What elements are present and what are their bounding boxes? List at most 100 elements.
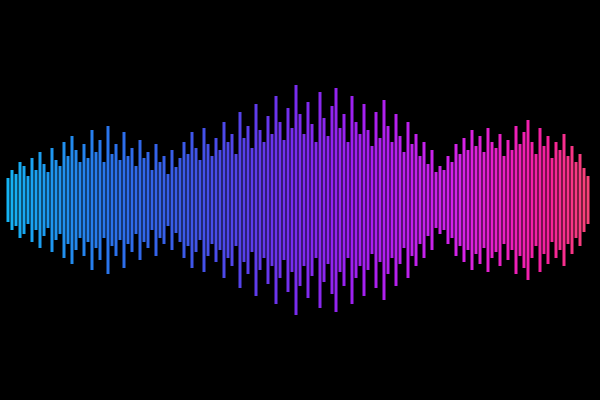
- waveform-bar: [546, 136, 550, 264]
- waveform-bar: [370, 146, 374, 254]
- waveform-bar: [138, 140, 142, 260]
- waveform-bar: [82, 144, 86, 256]
- waveform-bar: [166, 174, 170, 226]
- waveform-bar: [414, 134, 418, 266]
- waveform-bar: [318, 92, 322, 308]
- waveform-bar: [354, 122, 358, 278]
- waveform-bar: [326, 136, 330, 264]
- waveform-bar: [174, 167, 178, 233]
- waveform-bar: [210, 156, 214, 244]
- waveform-bar: [94, 152, 98, 248]
- waveform-bar: [486, 128, 490, 272]
- waveform-bar: [142, 158, 146, 242]
- waveform-bar: [490, 142, 494, 258]
- waveform-bar: [102, 162, 106, 238]
- waveform-bar: [406, 122, 410, 278]
- waveform-bar: [446, 156, 450, 244]
- waveform-bar: [50, 148, 54, 252]
- waveform-bar: [578, 154, 582, 246]
- waveform-bar: [474, 146, 478, 254]
- waveform-bar: [502, 156, 506, 244]
- waveform-bar: [78, 162, 82, 238]
- waveform-bar: [562, 134, 566, 266]
- waveform-bar: [246, 126, 250, 274]
- waveform-bar: [498, 134, 502, 266]
- waveform-bar: [74, 150, 78, 250]
- waveform-bar: [402, 152, 406, 248]
- waveform-bar: [134, 166, 138, 234]
- waveform-bar: [350, 96, 354, 304]
- waveform-bar: [494, 148, 498, 252]
- waveform-bar: [258, 130, 262, 270]
- waveform-bar: [458, 154, 462, 246]
- waveform-bar: [454, 144, 458, 256]
- waveform-bar: [198, 160, 202, 240]
- waveform-bar: [238, 112, 242, 288]
- waveform-bar: [22, 166, 26, 234]
- waveform-bar: [466, 150, 470, 250]
- waveform-bar: [410, 144, 414, 256]
- waveform-bar: [482, 152, 486, 248]
- waveform-bar: [478, 136, 482, 264]
- waveform-bar: [182, 142, 186, 258]
- waveform-bar: [14, 174, 18, 226]
- waveform-bar: [62, 142, 66, 258]
- waveform-bar: [58, 166, 62, 234]
- waveform-bar: [554, 142, 558, 258]
- waveform-bar: [178, 158, 182, 242]
- waveform-bar: [302, 134, 306, 266]
- waveform-bar: [298, 114, 302, 286]
- waveform-bar: [270, 134, 274, 266]
- waveform-bar: [506, 140, 510, 260]
- waveform-bar: [514, 126, 518, 274]
- waveform-bar: [26, 176, 30, 224]
- waveform-bar: [574, 162, 578, 238]
- waveform-bar: [106, 126, 110, 274]
- waveform-bar: [378, 138, 382, 262]
- waveform-bar: [186, 154, 190, 246]
- waveform-bar: [274, 96, 278, 304]
- waveform-bar: [322, 118, 326, 282]
- waveform-bar: [418, 156, 422, 244]
- waveform-bar: [382, 100, 386, 300]
- waveform-bar: [294, 85, 298, 315]
- waveform-bar: [522, 132, 526, 268]
- waveform-bar: [338, 128, 342, 272]
- waveform-bar: [398, 136, 402, 264]
- waveform-bar: [342, 114, 346, 286]
- waveform-bar: [426, 164, 430, 236]
- waveform-bar: [54, 160, 58, 240]
- waveform-bar: [282, 140, 286, 260]
- waveform-bar: [70, 136, 74, 264]
- waveform-bar: [110, 154, 114, 246]
- waveform-bar: [150, 170, 154, 230]
- waveform-bar: [394, 114, 398, 286]
- waveform-bar: [346, 142, 350, 258]
- waveform-bar: [218, 150, 222, 250]
- waveform-bar: [430, 150, 434, 250]
- waveform-bar: [530, 142, 534, 258]
- waveform-bar: [390, 142, 394, 258]
- waveform-bar: [566, 156, 570, 244]
- waveform-bar: [442, 170, 446, 230]
- waveform-bar: [222, 122, 226, 278]
- waveform-bar: [242, 138, 246, 262]
- waveform-bar: [86, 158, 90, 242]
- waveform-bar: [130, 148, 134, 252]
- waveform-bar: [226, 142, 230, 258]
- waveform-bar: [214, 138, 218, 262]
- waveform-bar: [230, 134, 234, 266]
- waveform-bar: [66, 156, 70, 244]
- waveform-bar: [518, 144, 522, 256]
- waveform-bar: [330, 106, 334, 294]
- waveform-bar: [46, 172, 50, 228]
- waveform-bar: [118, 160, 122, 240]
- waveform-bar: [542, 146, 546, 254]
- waveform-bar: [438, 166, 442, 234]
- waveform-bar: [366, 130, 370, 270]
- waveform-bar: [42, 164, 46, 236]
- waveform-bar: [38, 152, 42, 248]
- waveform-bar: [18, 162, 22, 238]
